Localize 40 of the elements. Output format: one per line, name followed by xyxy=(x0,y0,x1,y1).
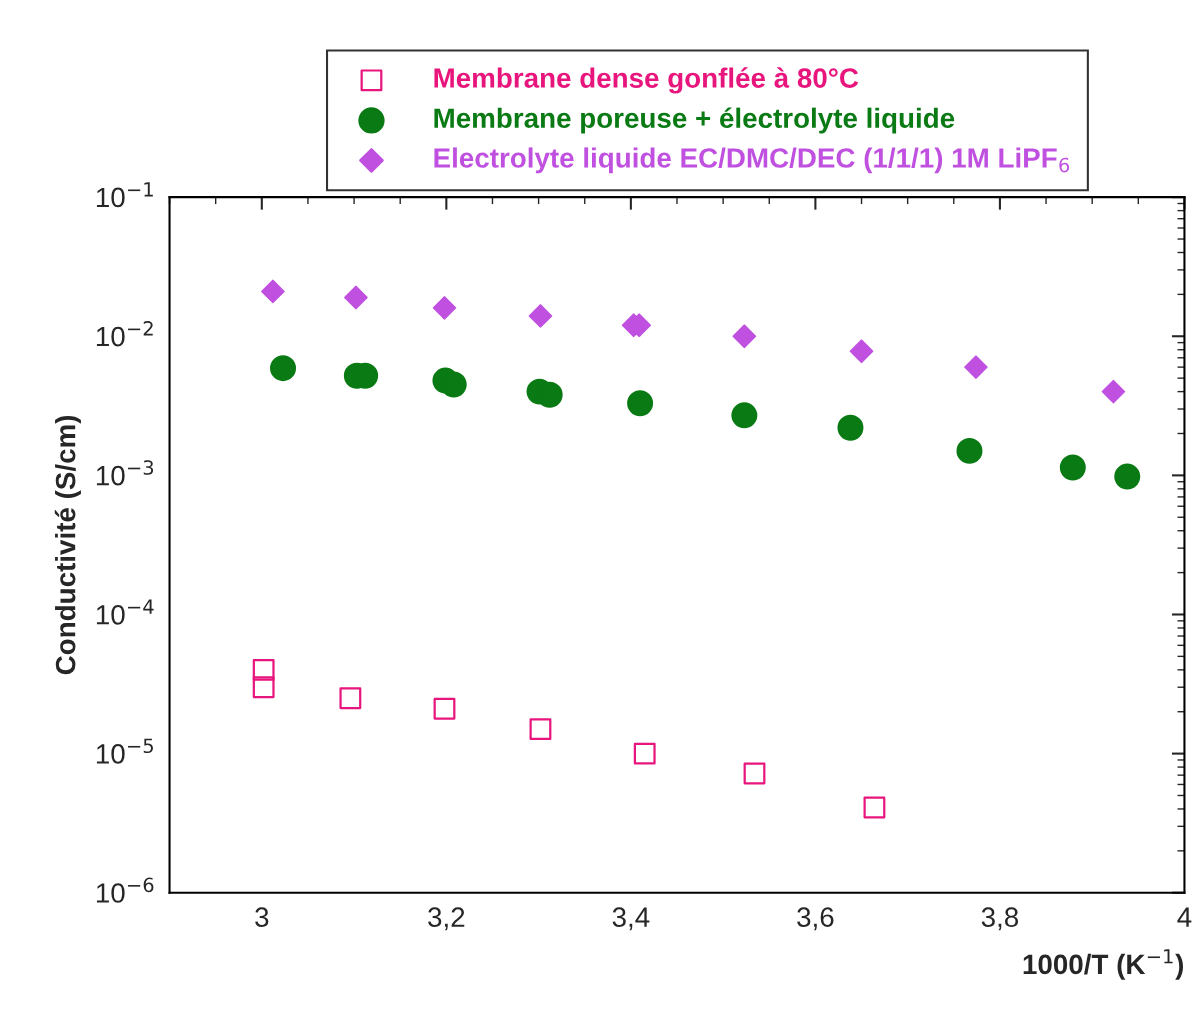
point xyxy=(261,279,285,304)
point xyxy=(252,676,275,699)
legend-label: Electrolyte liquide EC/DMC/DEC (1/1/1) 1M LiPF$_{6}$ xyxy=(434,147,1070,174)
point xyxy=(633,742,656,765)
point xyxy=(743,762,766,785)
x-tick-label: 4 xyxy=(1177,907,1192,927)
point xyxy=(344,285,368,310)
point xyxy=(863,796,886,819)
y-tick-label: 10$^{−5}$ xyxy=(96,738,153,764)
point xyxy=(964,355,988,379)
y-tick-label: 10$^{−4}$ xyxy=(96,599,154,625)
point xyxy=(433,697,456,720)
x-tick-label: 3 xyxy=(255,907,269,928)
y-tick-label: 10$^{−2}$ xyxy=(96,321,153,347)
y-tick-label: 10$^{−1}$ xyxy=(96,182,153,208)
x-tick-label: 3,4 xyxy=(612,907,650,931)
y-tick-label: 10$^{−6}$ xyxy=(96,877,154,903)
point xyxy=(956,437,983,464)
legend-label: Membrane dense gonflée à 80°C xyxy=(434,67,859,94)
point xyxy=(432,296,457,320)
point xyxy=(849,339,874,364)
y-tick-label: 10$^{−3}$ xyxy=(96,460,154,486)
x-axis-title: 1000/T (K$^{−1}$) xyxy=(1023,949,1184,980)
point xyxy=(732,324,757,349)
point xyxy=(270,355,297,382)
x-tick-label: 3,2 xyxy=(428,907,465,931)
point xyxy=(339,687,362,710)
point xyxy=(731,402,758,429)
point xyxy=(1059,454,1086,481)
point xyxy=(1114,463,1141,490)
point xyxy=(1101,379,1126,404)
point xyxy=(627,390,654,417)
point xyxy=(252,658,275,681)
x-tick-label: 3,8 xyxy=(981,907,1019,931)
point xyxy=(837,414,864,441)
x-tick-label: 3,6 xyxy=(797,907,834,931)
point xyxy=(529,718,552,741)
legend-label: Membrane poreuse + électrolyte liquide xyxy=(434,107,955,134)
y-axis-title: Conductivité (S/cm) xyxy=(54,415,81,675)
point xyxy=(528,304,553,328)
